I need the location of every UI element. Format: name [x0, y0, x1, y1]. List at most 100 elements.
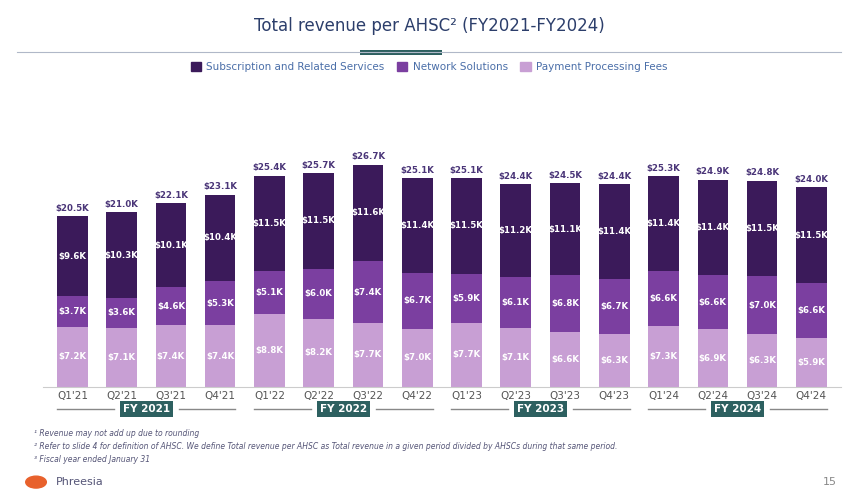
Text: $6.0K: $6.0K: [305, 289, 333, 298]
Text: $4.6K: $4.6K: [157, 302, 185, 310]
Bar: [599, 279, 630, 334]
Text: FY 2021: FY 2021: [123, 404, 170, 414]
Bar: [106, 298, 137, 328]
Text: $25.1K: $25.1K: [450, 166, 483, 175]
Bar: [304, 269, 334, 318]
Bar: [746, 181, 777, 276]
Text: $7.4K: $7.4K: [353, 288, 382, 297]
Bar: [205, 195, 235, 281]
Bar: [353, 261, 384, 323]
Bar: [649, 271, 679, 326]
Bar: [304, 173, 334, 269]
Text: $6.6K: $6.6K: [797, 306, 825, 315]
Bar: [550, 183, 580, 275]
Bar: [155, 325, 186, 387]
Text: $6.7K: $6.7K: [403, 296, 432, 305]
Bar: [550, 275, 580, 332]
Text: $24.4K: $24.4K: [597, 172, 631, 181]
Bar: [599, 184, 630, 279]
Text: FY 2024: FY 2024: [714, 404, 761, 414]
Text: $8.2K: $8.2K: [305, 348, 333, 357]
Bar: [402, 273, 432, 329]
Text: $8.8K: $8.8K: [256, 346, 283, 355]
Bar: [254, 176, 285, 271]
Bar: [599, 334, 630, 387]
Bar: [106, 328, 137, 387]
Text: $11.1K: $11.1K: [548, 225, 582, 234]
Text: $6.3K: $6.3K: [748, 356, 776, 365]
Bar: [402, 178, 432, 273]
Bar: [57, 327, 88, 387]
Bar: [500, 277, 531, 328]
Bar: [106, 212, 137, 298]
Text: $6.3K: $6.3K: [601, 356, 628, 365]
Text: $25.4K: $25.4K: [252, 163, 287, 172]
Bar: [649, 177, 679, 271]
Bar: [698, 329, 728, 387]
Text: $24.0K: $24.0K: [795, 175, 828, 184]
Text: $5.9K: $5.9K: [797, 358, 825, 367]
Text: $11.4K: $11.4K: [696, 223, 730, 232]
Text: $7.2K: $7.2K: [58, 353, 87, 362]
Text: $24.4K: $24.4K: [498, 172, 533, 181]
Text: $7.1K: $7.1K: [502, 353, 530, 362]
Text: FY 2023: FY 2023: [517, 404, 564, 414]
Bar: [353, 323, 384, 387]
Text: ² Refer to slide 4 for definition of AHSC. We define Total revenue per AHSC as T: ² Refer to slide 4 for definition of AHS…: [34, 442, 618, 451]
Bar: [155, 287, 186, 325]
Text: $11.4K: $11.4K: [597, 227, 631, 236]
Bar: [353, 165, 384, 261]
Text: FY 2022: FY 2022: [320, 404, 367, 414]
Text: $7.7K: $7.7K: [452, 350, 480, 359]
Text: $7.4K: $7.4K: [206, 352, 234, 361]
Text: $5.1K: $5.1K: [256, 288, 283, 297]
Text: $7.0K: $7.0K: [748, 301, 776, 310]
Bar: [155, 203, 186, 287]
Text: $11.2K: $11.2K: [498, 226, 533, 235]
Bar: [500, 184, 531, 277]
Bar: [746, 276, 777, 334]
Text: $25.7K: $25.7K: [302, 161, 335, 170]
Bar: [698, 180, 728, 275]
Text: $20.5K: $20.5K: [56, 204, 89, 213]
Text: $10.4K: $10.4K: [203, 234, 237, 243]
Bar: [451, 323, 482, 387]
Bar: [304, 318, 334, 387]
Text: $11.4K: $11.4K: [646, 219, 680, 228]
Text: $25.3K: $25.3K: [647, 164, 680, 173]
Bar: [796, 187, 826, 283]
Text: $24.5K: $24.5K: [548, 171, 582, 180]
Text: $9.6K: $9.6K: [58, 252, 87, 261]
Text: $7.7K: $7.7K: [353, 350, 382, 359]
Bar: [796, 283, 826, 338]
Text: $5.3K: $5.3K: [206, 299, 234, 308]
Bar: [698, 275, 728, 329]
Text: $5.9K: $5.9K: [452, 294, 480, 303]
Text: $11.5K: $11.5K: [745, 224, 779, 233]
Text: $11.5K: $11.5K: [252, 219, 287, 228]
Bar: [57, 216, 88, 296]
Bar: [205, 281, 235, 325]
Text: $11.5K: $11.5K: [795, 231, 828, 240]
Bar: [57, 296, 88, 327]
Text: $6.8K: $6.8K: [551, 299, 579, 308]
Bar: [649, 326, 679, 387]
Text: $7.4K: $7.4K: [157, 352, 185, 361]
Text: $10.3K: $10.3K: [105, 250, 139, 259]
Bar: [500, 328, 531, 387]
Bar: [402, 329, 432, 387]
Text: $6.1K: $6.1K: [502, 298, 529, 307]
Text: $6.7K: $6.7K: [601, 302, 628, 311]
Text: $7.3K: $7.3K: [650, 352, 678, 361]
Text: $24.9K: $24.9K: [696, 167, 730, 177]
Text: $26.7K: $26.7K: [351, 152, 385, 161]
Text: ³ Fiscal year ended January 31: ³ Fiscal year ended January 31: [34, 455, 150, 464]
Text: $24.8K: $24.8K: [745, 168, 779, 177]
Text: Phreesia: Phreesia: [56, 477, 104, 487]
Text: $21.0K: $21.0K: [105, 200, 139, 209]
Bar: [746, 334, 777, 387]
Bar: [451, 178, 482, 274]
Bar: [205, 325, 235, 387]
Text: 15: 15: [823, 477, 837, 487]
Text: $3.7K: $3.7K: [58, 307, 87, 316]
